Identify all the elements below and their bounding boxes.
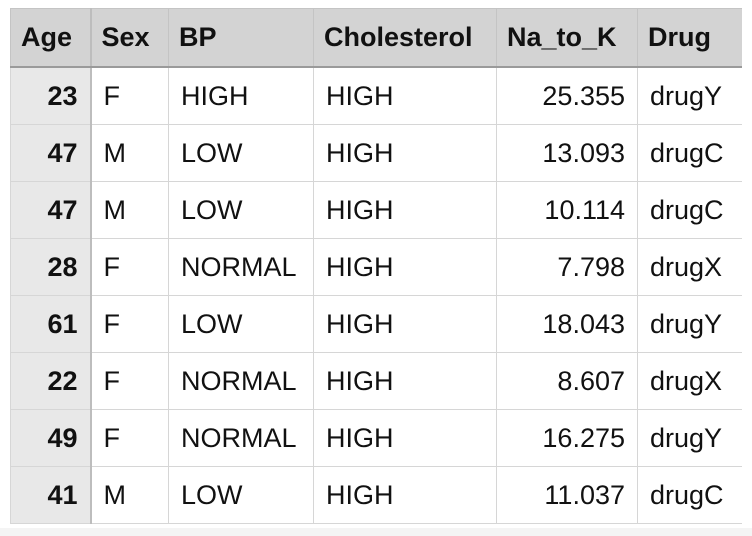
cell-na-to-k: 7.798 xyxy=(496,238,638,296)
cell-sex: M xyxy=(90,181,169,239)
cell-bp: NORMAL xyxy=(168,409,314,467)
cell-bp: HIGH xyxy=(168,66,314,125)
table-row[interactable]: 61 F LOW HIGH 18.043 drugY xyxy=(10,295,742,353)
cell-age: 47 xyxy=(10,181,92,239)
table-row[interactable]: 22 F NORMAL HIGH 8.607 drugX xyxy=(10,352,742,410)
cell-cholesterol: HIGH xyxy=(313,295,497,353)
cell-age: 28 xyxy=(10,238,92,296)
data-table: Age Sex BP Cholesterol Na_to_K Drug 23 F… xyxy=(10,8,742,524)
column-header-bp[interactable]: BP xyxy=(168,8,314,68)
cell-cholesterol: HIGH xyxy=(313,352,497,410)
table-row[interactable]: 28 F NORMAL HIGH 7.798 drugX xyxy=(10,238,742,296)
cell-na-to-k: 18.043 xyxy=(496,295,638,353)
cell-sex: F xyxy=(90,238,169,296)
column-header-sex[interactable]: Sex xyxy=(90,8,169,68)
cell-drug: drugC xyxy=(637,181,742,239)
cell-sex: M xyxy=(90,124,169,182)
cell-drug: drugC xyxy=(637,466,742,524)
cell-cholesterol: HIGH xyxy=(313,409,497,467)
cell-bp: LOW xyxy=(168,466,314,524)
cell-drug: drugY xyxy=(637,409,742,467)
cell-sex: F xyxy=(90,352,169,410)
cell-cholesterol: HIGH xyxy=(313,238,497,296)
cell-age: 22 xyxy=(10,352,92,410)
cell-na-to-k: 25.355 xyxy=(496,66,638,125)
cell-na-to-k: 10.114 xyxy=(496,181,638,239)
cell-age: 49 xyxy=(10,409,92,467)
cell-bp: LOW xyxy=(168,124,314,182)
cell-bp: NORMAL xyxy=(168,352,314,410)
data-table-viewport: Age Sex BP Cholesterol Na_to_K Drug 23 F… xyxy=(10,8,742,536)
table-row[interactable]: 23 F HIGH HIGH 25.355 drugY xyxy=(10,66,742,125)
cell-age: 23 xyxy=(10,66,92,125)
cell-sex: F xyxy=(90,295,169,353)
table-row[interactable]: 41 M LOW HIGH 11.037 drugC xyxy=(10,466,742,524)
cell-drug: drugC xyxy=(637,124,742,182)
cell-drug: drugY xyxy=(637,295,742,353)
cell-bp: LOW xyxy=(168,295,314,353)
cell-sex: F xyxy=(90,409,169,467)
cell-drug: drugX xyxy=(637,352,742,410)
bottom-edge xyxy=(0,528,752,536)
cell-drug: drugY xyxy=(637,66,742,125)
table-row[interactable]: 47 M LOW HIGH 10.114 drugC xyxy=(10,181,742,239)
column-header-drug[interactable]: Drug xyxy=(637,8,742,68)
cell-age: 41 xyxy=(10,466,92,524)
cell-na-to-k: 11.037 xyxy=(496,466,638,524)
column-header-cholesterol[interactable]: Cholesterol xyxy=(313,8,497,68)
cell-drug: drugX xyxy=(637,238,742,296)
cell-cholesterol: HIGH xyxy=(313,466,497,524)
cell-cholesterol: HIGH xyxy=(313,124,497,182)
table-row[interactable]: 47 M LOW HIGH 13.093 drugC xyxy=(10,124,742,182)
cell-sex: M xyxy=(90,466,169,524)
cell-bp: LOW xyxy=(168,181,314,239)
cell-age: 61 xyxy=(10,295,92,353)
cell-na-to-k: 13.093 xyxy=(496,124,638,182)
cell-na-to-k: 8.607 xyxy=(496,352,638,410)
cell-sex: F xyxy=(90,66,169,125)
header-row: Age Sex BP Cholesterol Na_to_K Drug xyxy=(10,8,742,68)
cell-cholesterol: HIGH xyxy=(313,66,497,125)
column-header-age[interactable]: Age xyxy=(10,8,92,68)
table-row[interactable]: 49 F NORMAL HIGH 16.275 drugY xyxy=(10,409,742,467)
cell-bp: NORMAL xyxy=(168,238,314,296)
cell-cholesterol: HIGH xyxy=(313,181,497,239)
column-header-na-to-k[interactable]: Na_to_K xyxy=(496,8,638,68)
cell-age: 47 xyxy=(10,124,92,182)
cell-na-to-k: 16.275 xyxy=(496,409,638,467)
